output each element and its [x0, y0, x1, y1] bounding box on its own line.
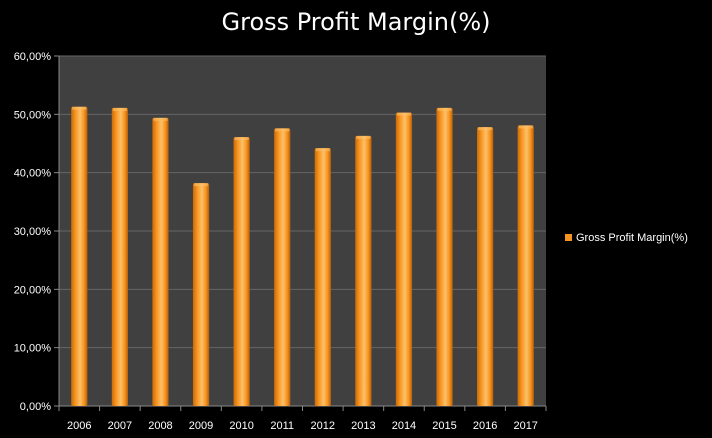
bar [517, 125, 534, 407]
x-tick-label: 2015 [432, 420, 456, 432]
x-tick-label: 2006 [67, 420, 91, 432]
bar [233, 137, 250, 407]
bar-top-highlight [478, 127, 493, 131]
bar-top-highlight [193, 183, 209, 187]
bar [477, 127, 494, 407]
y-tick-label: 40,00% [14, 168, 52, 180]
bar [436, 107, 453, 407]
x-tick-label: 2014 [392, 420, 416, 432]
x-tick-label: 2016 [473, 420, 497, 432]
bar [395, 112, 413, 406]
y-tick-label: 60,00% [14, 51, 52, 63]
bar [274, 128, 291, 407]
bar [355, 135, 372, 406]
x-tick-label: 2011 [270, 420, 294, 432]
bar-top-highlight [356, 135, 371, 139]
legend-label: Gross Profit Margin(%) [576, 232, 688, 244]
chart-title: Gross Profit Margin(%) [221, 8, 491, 36]
y-tick-label: 10,00% [14, 343, 52, 355]
bar [192, 183, 210, 406]
bar [314, 148, 331, 406]
bar-top-highlight [112, 107, 127, 111]
bar-top-highlight [437, 107, 452, 111]
x-tick-label: 2007 [108, 420, 132, 432]
x-tick-label: 2010 [229, 420, 253, 432]
bar-top-highlight [275, 128, 290, 132]
bar [152, 117, 169, 406]
y-tick-label: 20,00% [14, 284, 52, 296]
bar-top-highlight [396, 112, 412, 116]
legend-swatch [565, 234, 572, 241]
x-tick-label: 2013 [351, 420, 375, 432]
bar [111, 107, 128, 407]
bar [71, 106, 88, 406]
y-tick-label: 30,00% [14, 226, 52, 238]
bar-top-highlight [153, 117, 168, 121]
y-tick-label: 0,00% [20, 401, 51, 413]
bar-top-highlight [234, 137, 249, 141]
x-tick-label: 2008 [148, 420, 172, 432]
y-tick-label: 50,00% [14, 109, 52, 121]
bar-top-highlight [518, 125, 533, 129]
x-tick-label: 2009 [189, 420, 213, 432]
x-tick-label: 2017 [513, 420, 537, 432]
bar-top-highlight [72, 106, 87, 110]
x-tick-label: 2012 [311, 420, 335, 432]
bar-top-highlight [315, 148, 330, 152]
